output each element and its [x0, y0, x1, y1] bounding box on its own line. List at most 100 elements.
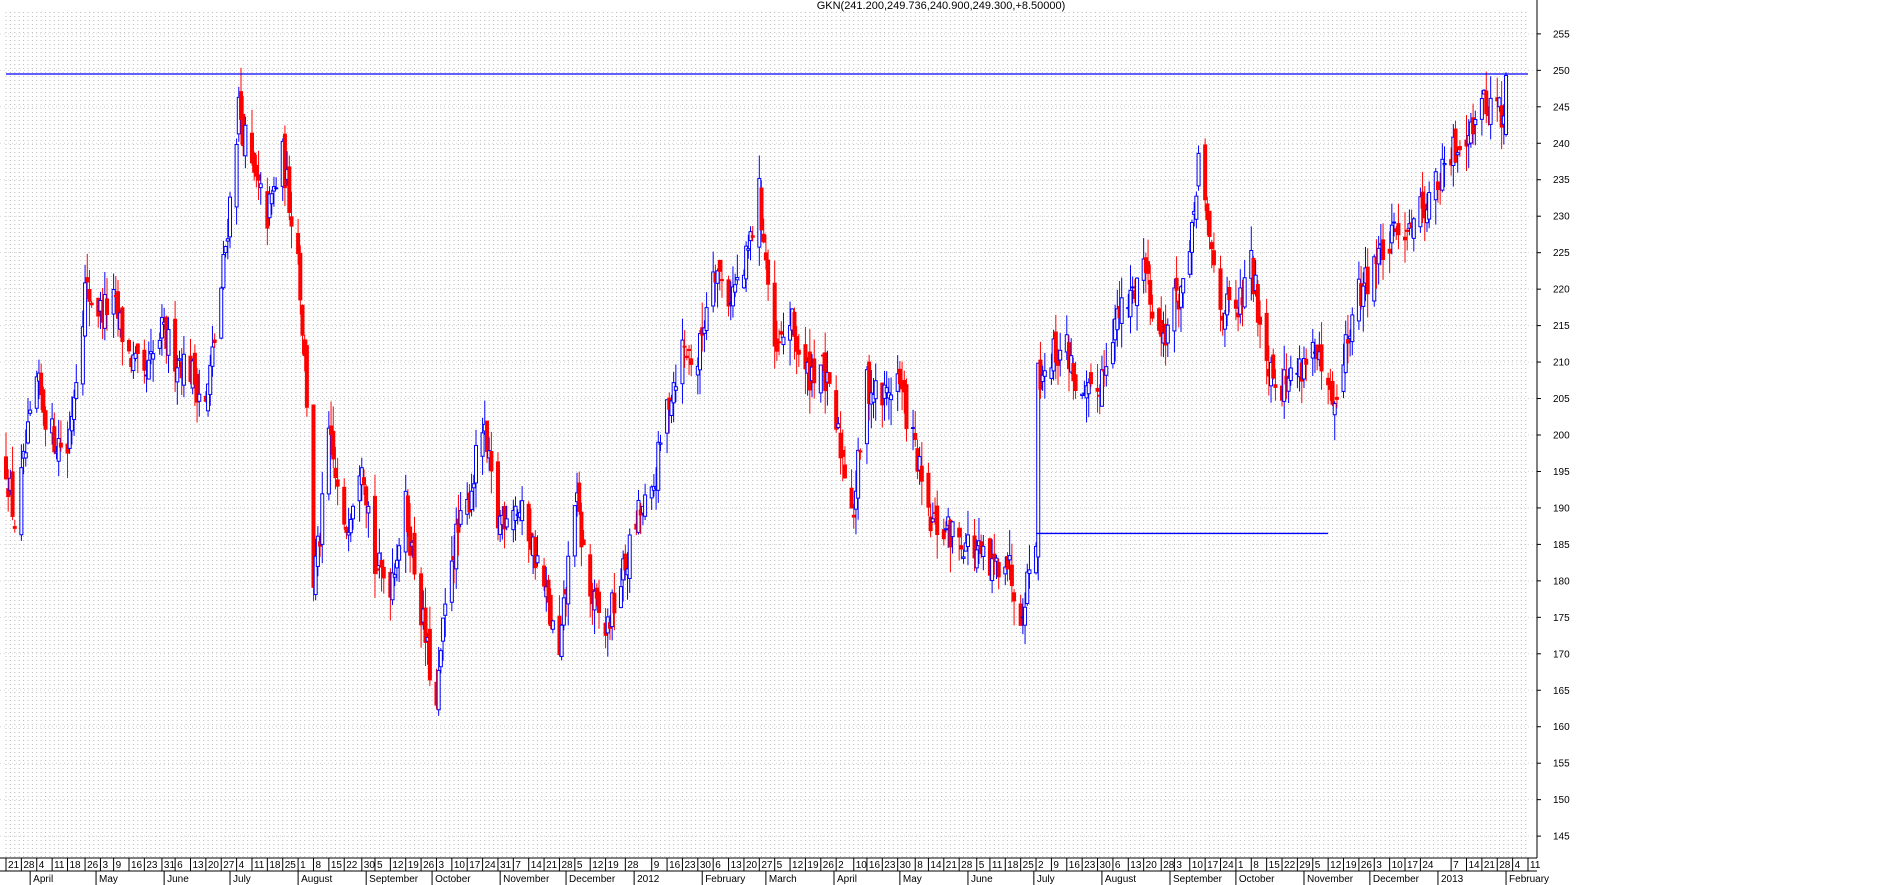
candle-body — [1282, 369, 1287, 402]
candle-body — [777, 341, 782, 344]
candle-body — [561, 597, 566, 626]
y-tick-label: 220 — [1553, 285, 1570, 296]
candle-body — [289, 216, 294, 227]
candle-body — [928, 516, 933, 532]
x-tick-label: 16 — [131, 860, 143, 871]
candle-body — [392, 574, 397, 578]
candle-body — [1457, 146, 1462, 151]
x-tick-label: 17 — [469, 860, 481, 871]
y-tick-label: 235 — [1553, 175, 1570, 186]
candle-body — [484, 420, 489, 453]
candle-body — [1225, 293, 1230, 316]
candle-body — [1372, 256, 1377, 302]
candle-body — [133, 352, 138, 359]
candle-body — [823, 352, 828, 392]
y-tick-label: 230 — [1553, 212, 1570, 223]
candle-body — [1330, 380, 1335, 405]
candle-body — [867, 361, 872, 404]
x-tick-label: 26 — [87, 860, 99, 871]
candle-body — [577, 482, 582, 512]
candle-body — [1174, 277, 1179, 291]
y-tick-label: 225 — [1553, 248, 1570, 259]
candle-body — [151, 353, 156, 360]
x-month-label: December — [569, 874, 616, 885]
candle-body — [974, 549, 979, 569]
candle-body — [1442, 162, 1447, 166]
x-tick-label: 14 — [531, 860, 543, 871]
x-tick-label: 15 — [331, 860, 343, 871]
candle-body — [225, 238, 230, 242]
candle-body — [69, 415, 74, 432]
candle-body — [436, 669, 441, 711]
x-tick-label: 30 — [900, 860, 912, 871]
candle-body — [300, 304, 305, 336]
y-tick-label: 210 — [1553, 358, 1570, 369]
x-tick-label: 25 — [1023, 860, 1035, 871]
candle-body — [1099, 369, 1104, 407]
candle-body — [526, 503, 531, 542]
candle-body — [10, 471, 15, 517]
candle-body — [348, 518, 353, 534]
x-tick-label: 3 — [438, 860, 444, 871]
candle-body — [192, 352, 197, 385]
candle-body — [884, 387, 889, 394]
candle-body — [206, 383, 211, 412]
candle-body — [238, 91, 243, 120]
candle-body — [282, 133, 287, 189]
candle-body — [197, 393, 202, 402]
candle-body — [394, 559, 399, 569]
candle-body — [329, 425, 334, 435]
x-tick-label: 2 — [1038, 860, 1044, 871]
candle-body — [1034, 545, 1039, 574]
candle-body — [1427, 192, 1432, 220]
candle-body — [80, 326, 85, 385]
candle-body — [87, 288, 92, 302]
candle-body — [1080, 393, 1085, 397]
candle-body — [840, 449, 845, 457]
x-tick-label: 5 — [577, 860, 583, 871]
candle-body — [1304, 358, 1309, 365]
candle-body — [796, 349, 801, 355]
candle-body — [1376, 247, 1381, 265]
y-tick-label: 215 — [1553, 321, 1570, 332]
x-tick-label: 31 — [164, 860, 176, 871]
candle-body — [1207, 210, 1212, 238]
x-tick-label: 28 — [1163, 860, 1175, 871]
candle-body — [711, 271, 716, 307]
candle-body — [733, 284, 738, 293]
candle-body — [919, 465, 924, 482]
candle-body — [550, 620, 555, 630]
x-tick-label: 23 — [1084, 860, 1096, 871]
x-month-label: February — [1509, 874, 1549, 885]
candle-body — [1157, 308, 1162, 331]
candle-body — [643, 494, 648, 517]
candle-body — [412, 532, 417, 575]
candle-body — [1396, 223, 1401, 236]
candle-body — [166, 329, 171, 356]
x-tick-label: 30 — [1100, 860, 1112, 871]
candle-body — [120, 307, 125, 343]
x-tick-label: 3 — [102, 860, 108, 871]
candle-body — [649, 486, 654, 499]
candle-body — [441, 617, 446, 642]
candle-body — [1264, 312, 1269, 361]
candle-body — [344, 526, 349, 533]
candle-body — [1071, 363, 1076, 382]
candle-body — [175, 367, 180, 383]
y-tick-label: 170 — [1553, 649, 1570, 660]
candle-body — [1203, 144, 1208, 201]
x-tick-label: 28 — [627, 860, 639, 871]
x-tick-label: 18 — [269, 860, 281, 871]
candle-body — [1271, 354, 1276, 379]
candle-body — [987, 538, 992, 576]
x-tick-label: 22 — [346, 860, 358, 871]
candle-body — [131, 354, 136, 372]
x-tick-label: 17 — [1207, 860, 1219, 871]
candle-body — [1148, 280, 1153, 305]
candle-body — [1326, 377, 1331, 386]
candle-body — [1453, 128, 1458, 163]
x-tick-label: 26 — [1361, 860, 1373, 871]
candle-body — [1150, 311, 1155, 319]
candle-body — [596, 591, 601, 613]
